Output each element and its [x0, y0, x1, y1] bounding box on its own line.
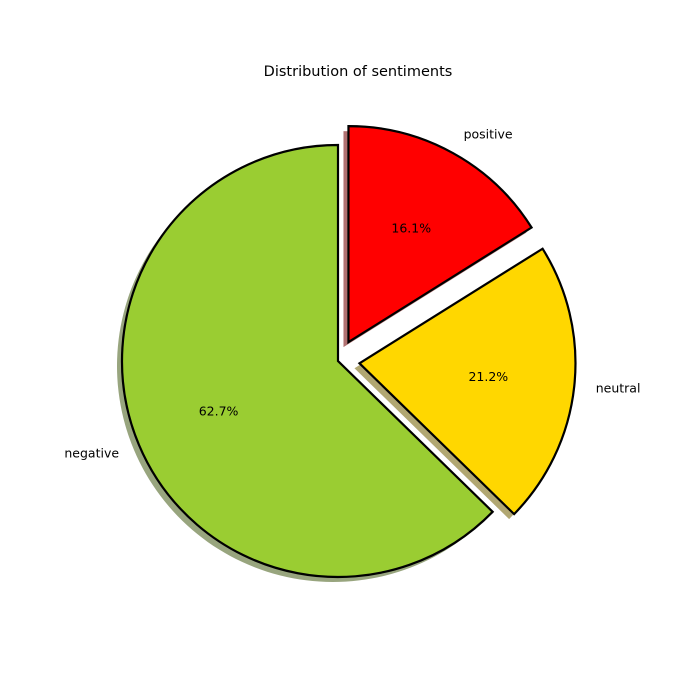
slice-label-positive: positive [464, 126, 513, 141]
slice-percent-neutral: 21.2% [468, 369, 508, 384]
slice-percent-positive: 16.1% [391, 221, 431, 236]
slice-negative [120, 143, 495, 579]
slice-percent-negative: 62.7% [199, 403, 239, 418]
slice-label-negative: negative [64, 445, 119, 460]
slice-positive [347, 125, 534, 345]
slice-neutral [357, 247, 577, 516]
slice-label-neutral: neutral [596, 381, 641, 396]
labels-group: negative 62.7% neutral 21.2% positive 16.1% [64, 126, 640, 460]
chart-title: Distribution of sentiments [264, 64, 453, 80]
slices-group [120, 125, 577, 579]
